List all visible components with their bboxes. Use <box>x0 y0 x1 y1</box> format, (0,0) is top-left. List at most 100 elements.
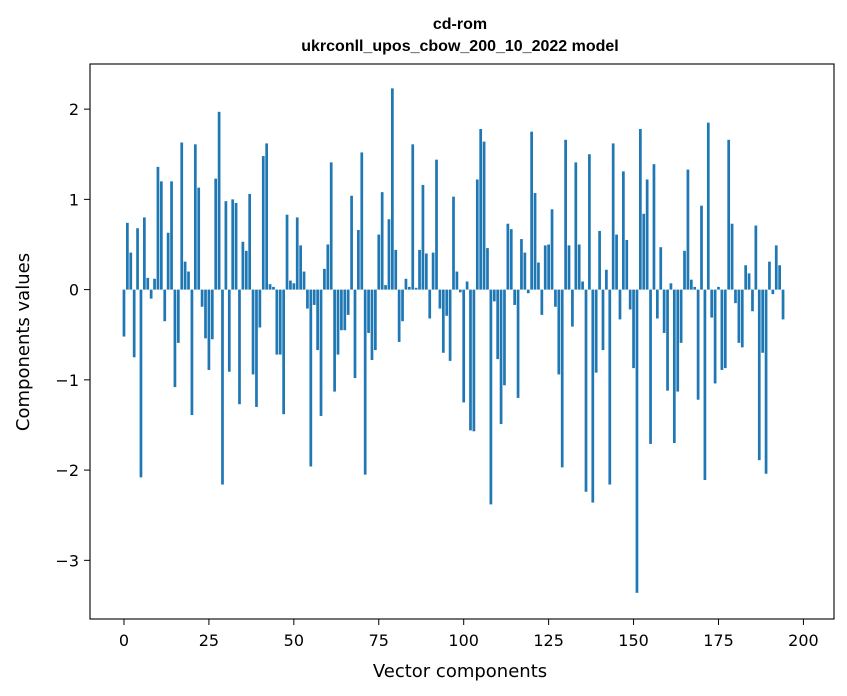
bar <box>346 289 350 315</box>
bar <box>268 284 272 290</box>
bar <box>455 271 459 290</box>
y-tick-label: −3 <box>55 551 79 570</box>
bar <box>224 201 228 290</box>
bar <box>380 192 384 290</box>
bar <box>598 230 601 290</box>
bar <box>540 289 544 315</box>
bar <box>720 289 724 370</box>
bar <box>404 278 408 290</box>
y-tick-label: −2 <box>55 461 79 480</box>
bar <box>475 179 479 290</box>
bar <box>312 289 316 305</box>
bar <box>424 253 428 290</box>
bar <box>503 289 506 386</box>
bar <box>187 271 190 290</box>
bar <box>588 154 591 290</box>
x-tick-label: 75 <box>369 631 389 650</box>
bar <box>421 184 425 290</box>
bar <box>323 268 326 290</box>
bar <box>717 286 720 290</box>
bar <box>309 289 313 467</box>
bar <box>672 289 676 444</box>
bar <box>482 141 486 290</box>
bar <box>757 289 761 461</box>
x-axis-label: Vector components <box>373 661 547 682</box>
bar <box>156 166 160 290</box>
bar <box>129 252 133 290</box>
bar <box>411 144 415 290</box>
bar <box>319 289 323 416</box>
bar <box>217 111 221 290</box>
bar <box>336 289 340 355</box>
bar <box>489 289 493 505</box>
y-tick-label: −1 <box>55 371 79 390</box>
bar <box>452 196 455 290</box>
bar <box>166 232 170 290</box>
bar <box>520 239 523 290</box>
bar <box>615 234 618 290</box>
bar <box>465 281 469 290</box>
bar <box>560 289 564 468</box>
plot-frame <box>89 63 835 620</box>
bar <box>431 252 435 290</box>
bar <box>146 277 150 290</box>
bar <box>126 222 129 290</box>
bar <box>306 289 309 309</box>
bar <box>564 139 567 290</box>
bar <box>655 289 659 319</box>
bar <box>584 289 588 492</box>
bar <box>594 289 598 373</box>
bar <box>696 289 700 400</box>
bar <box>159 181 163 290</box>
bar <box>258 289 262 328</box>
bar <box>238 289 241 405</box>
bar <box>333 289 336 392</box>
bar <box>513 289 517 305</box>
bar <box>499 289 503 425</box>
bar <box>577 244 581 290</box>
bar <box>574 162 578 290</box>
bar <box>462 289 466 403</box>
bar <box>740 289 744 348</box>
bar <box>537 262 540 290</box>
bar <box>163 289 167 322</box>
bar <box>285 214 289 290</box>
bar <box>340 289 343 331</box>
bar <box>363 289 367 475</box>
bar <box>278 289 282 355</box>
bar <box>645 179 649 290</box>
bar <box>435 159 438 290</box>
x-axis-ticks: 0 25 50 75 100 125 150 175 200 <box>119 619 819 650</box>
bar <box>153 278 156 290</box>
bar <box>571 289 574 327</box>
bar <box>666 289 669 391</box>
bar <box>272 286 275 290</box>
bar <box>401 289 404 322</box>
y-tick-label: 2 <box>69 100 79 119</box>
bar <box>506 223 510 290</box>
bar <box>774 245 778 290</box>
bar <box>764 289 768 474</box>
bar <box>659 247 663 290</box>
bar <box>639 128 642 290</box>
bar <box>703 289 707 481</box>
bar <box>530 131 533 290</box>
bar <box>428 289 432 319</box>
bar <box>343 289 347 331</box>
bar <box>210 289 214 340</box>
bar <box>441 289 445 353</box>
x-tick-label: 0 <box>119 631 129 650</box>
bar <box>689 279 693 290</box>
bar <box>700 205 703 290</box>
bar <box>438 289 442 309</box>
bar <box>221 289 224 485</box>
bar <box>255 289 258 407</box>
bar <box>265 143 269 290</box>
bar <box>479 128 483 290</box>
x-tick-label: 125 <box>533 631 564 650</box>
y-tick-label: 0 <box>69 281 79 300</box>
bar <box>679 289 683 343</box>
bar <box>761 289 765 353</box>
bar <box>730 223 734 290</box>
bar <box>516 289 520 398</box>
